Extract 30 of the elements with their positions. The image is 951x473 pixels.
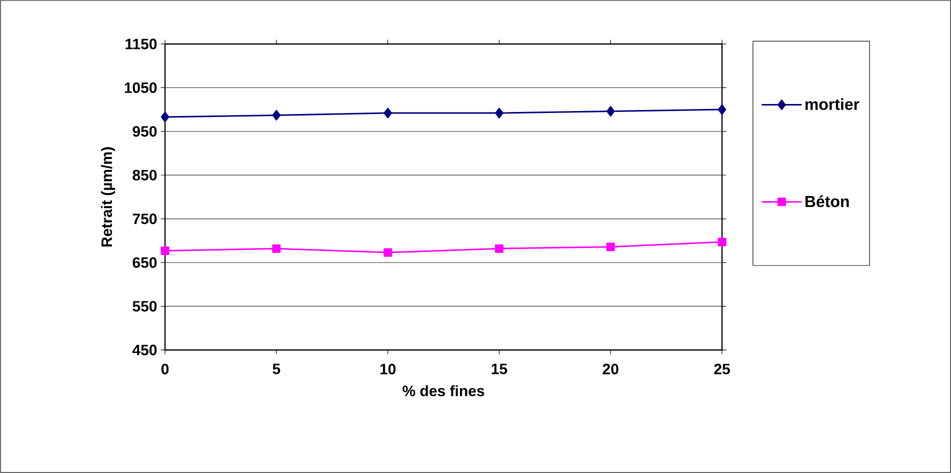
point bbox=[718, 104, 726, 115]
legend-label: mortier bbox=[805, 98, 860, 110]
point bbox=[272, 110, 281, 120]
point bbox=[160, 246, 170, 255]
y-tick-label: 750 bbox=[132, 214, 157, 224]
point bbox=[718, 238, 726, 246]
x-tick-label: 15 bbox=[492, 364, 508, 374]
point bbox=[494, 244, 504, 253]
y-tick-label: 850 bbox=[132, 170, 157, 180]
point bbox=[272, 244, 281, 253]
legend-label: Béton bbox=[806, 195, 849, 208]
y-tick-label: 1050 bbox=[124, 82, 157, 94]
x-tick-label: 10 bbox=[380, 364, 396, 374]
point bbox=[606, 106, 615, 117]
point bbox=[606, 242, 615, 252]
x-axis-title: % des fines bbox=[402, 385, 484, 396]
point bbox=[160, 112, 170, 122]
y-tick-label: 1150 bbox=[126, 38, 157, 50]
point bbox=[384, 248, 392, 257]
x-tick-label: 0 bbox=[161, 364, 169, 374]
x-tick-label: 5 bbox=[272, 364, 280, 374]
x-tick-label: 20 bbox=[602, 364, 618, 374]
y-tick-label: 950 bbox=[132, 126, 157, 137]
y-axis-title: Retrait (µm/m) bbox=[101, 147, 116, 247]
y-tick-label: 550 bbox=[132, 300, 157, 312]
y-tick-label: 650 bbox=[132, 257, 157, 268]
point bbox=[495, 108, 504, 118]
x-tick-label: 25 bbox=[714, 364, 730, 374]
point bbox=[384, 108, 392, 118]
y-tick-label: 450 bbox=[132, 344, 157, 356]
